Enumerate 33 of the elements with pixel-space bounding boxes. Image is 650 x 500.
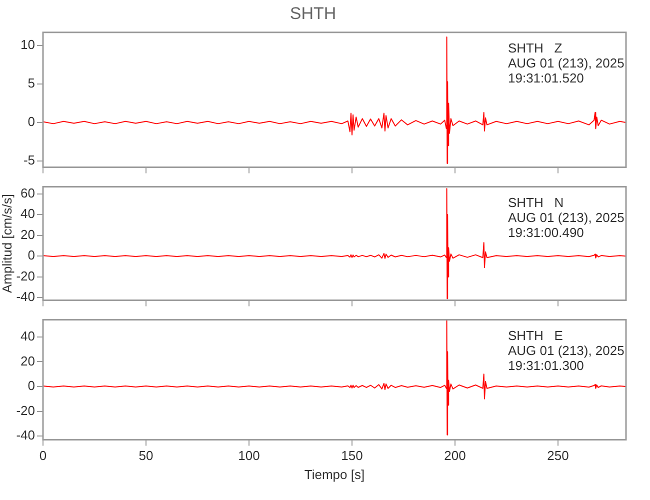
y-tick-label: 0 [28, 248, 35, 263]
y-tick-label: 5 [28, 76, 35, 91]
annotation: 19:31:01.520 [508, 70, 584, 86]
y-tick-label: -20 [16, 268, 35, 284]
y-tick-label: 20 [20, 226, 35, 242]
annotation: AUG 01 (213), 2025 [508, 342, 624, 358]
y-tick-label: 0 [28, 378, 35, 394]
y-tick-label: 40 [20, 328, 35, 344]
x-tick-label: 200 [444, 448, 466, 464]
x-axis-title: Tiempo [s] [304, 466, 365, 482]
x-tick-label: 250 [547, 448, 569, 464]
y-tick-label: 10 [20, 37, 35, 52]
x-tick-label: 100 [238, 448, 260, 464]
x-tick-label: 50 [138, 448, 154, 464]
x-tick-label: 0 [39, 448, 47, 464]
y-tick-label: 20 [20, 353, 35, 368]
annotation: SHTH E [508, 328, 564, 343]
annotation: SHTH Z [508, 40, 562, 56]
annotation: 19:31:01.300 [508, 358, 584, 373]
y-tick-label: 60 [20, 185, 35, 200]
y-tick-label: -40 [16, 428, 35, 443]
y-tick-label: -5 [23, 152, 35, 168]
annotation: SHTH N [508, 194, 564, 210]
y-tick-label: 40 [20, 206, 35, 222]
annotation: AUG 01 (213), 2025 [508, 55, 624, 70]
y-tick-label: 0 [28, 114, 35, 130]
chart-title: SHTH [290, 4, 336, 23]
y-tick-label: -20 [16, 402, 35, 418]
y-axis-title: Amplitud [cm/s/s] [0, 194, 14, 293]
y-tick-label: -40 [16, 289, 35, 304]
x-tick-label: 150 [341, 448, 363, 464]
annotation: AUG 01 (213), 2025 [508, 210, 624, 225]
annotation: 19:31:00.490 [508, 224, 584, 240]
